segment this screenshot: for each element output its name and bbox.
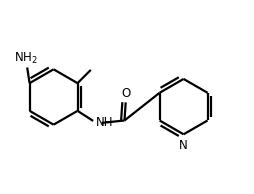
Text: NH: NH: [96, 116, 113, 129]
Text: NH$_2$: NH$_2$: [14, 50, 38, 66]
Text: O: O: [122, 87, 131, 100]
Text: N: N: [179, 139, 188, 152]
